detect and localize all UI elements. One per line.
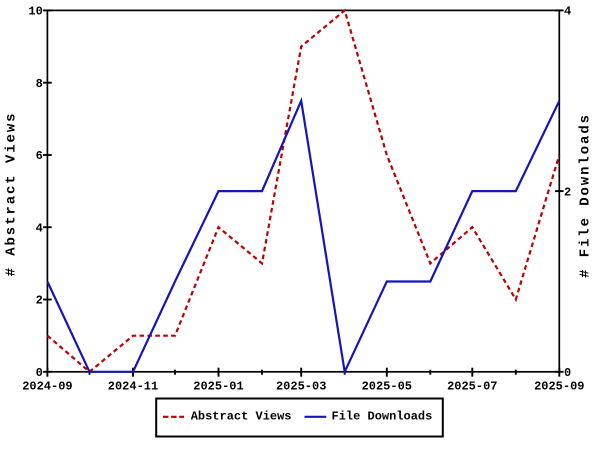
- svg-text:2025-09: 2025-09: [534, 380, 584, 394]
- svg-text:2025-07: 2025-07: [447, 380, 497, 394]
- svg-text:4: 4: [36, 221, 43, 235]
- svg-text:2: 2: [564, 185, 571, 199]
- svg-text:2025-01: 2025-01: [193, 380, 243, 394]
- svg-text:# File Downloads: # File Downloads: [578, 113, 594, 278]
- svg-text:2024-11: 2024-11: [108, 380, 158, 394]
- svg-text:0: 0: [564, 366, 571, 380]
- svg-text:4: 4: [564, 5, 571, 19]
- svg-text:0: 0: [36, 366, 43, 380]
- svg-text:File Downloads: File Downloads: [332, 410, 433, 424]
- svg-text:6: 6: [36, 149, 43, 163]
- svg-text:2025-05: 2025-05: [362, 380, 412, 394]
- svg-text:2024-09: 2024-09: [22, 380, 72, 394]
- svg-text:Abstract Views: Abstract Views: [191, 410, 292, 424]
- svg-text:8: 8: [36, 77, 43, 91]
- svg-text:2025-03: 2025-03: [276, 380, 326, 394]
- svg-text:10: 10: [28, 5, 42, 19]
- svg-text:2: 2: [36, 294, 43, 308]
- svg-text:# Abstract Views: # Abstract Views: [4, 112, 20, 277]
